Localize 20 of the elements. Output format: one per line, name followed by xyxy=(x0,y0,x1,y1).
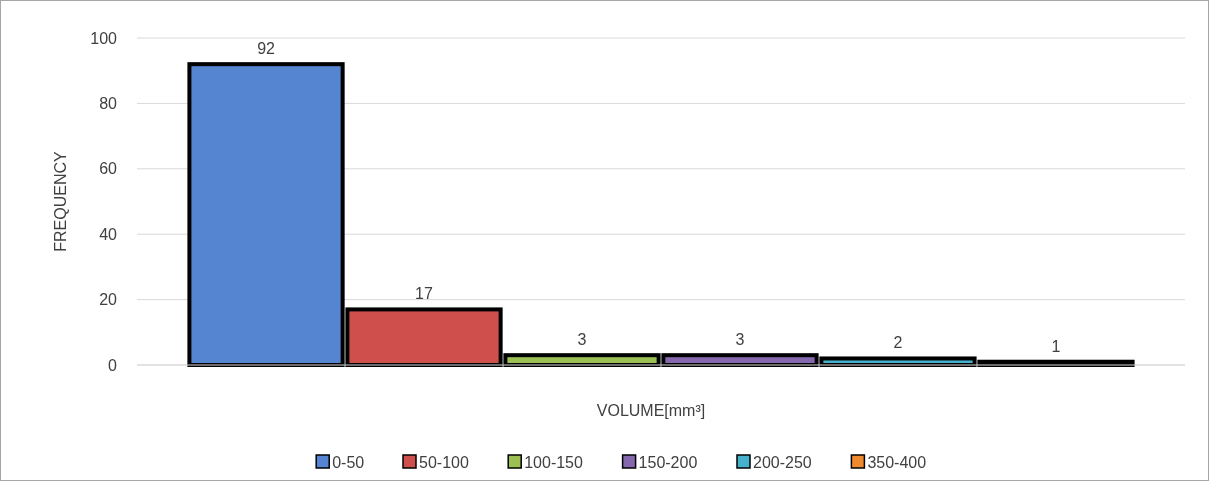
data-label: 2 xyxy=(893,334,903,352)
data-label: 3 xyxy=(735,331,745,349)
y-tick-label: 60 xyxy=(99,160,118,178)
y-tick-label: 0 xyxy=(108,356,118,374)
legend-label: 100-150 xyxy=(524,454,584,471)
legend-label: 150-200 xyxy=(638,454,698,471)
data-label: 3 xyxy=(577,331,587,349)
legend-label: 0-50 xyxy=(332,454,365,471)
y-tick-label: 80 xyxy=(99,95,118,113)
data-label: 92 xyxy=(257,40,276,58)
legend-label: 200-250 xyxy=(753,454,812,471)
legend-label: 50-100 xyxy=(419,454,469,471)
y-axis-title: FREQUENCY xyxy=(52,150,69,252)
y-tick-label: 20 xyxy=(99,291,118,309)
data-label: 1 xyxy=(1051,337,1061,355)
data-label: 17 xyxy=(415,285,434,303)
x-axis-title: VOLUME[mm³] xyxy=(596,402,706,419)
y-tick-label: 40 xyxy=(99,225,118,243)
legend-label: 350-400 xyxy=(867,454,927,471)
y-tick-label: 100 xyxy=(90,29,118,47)
